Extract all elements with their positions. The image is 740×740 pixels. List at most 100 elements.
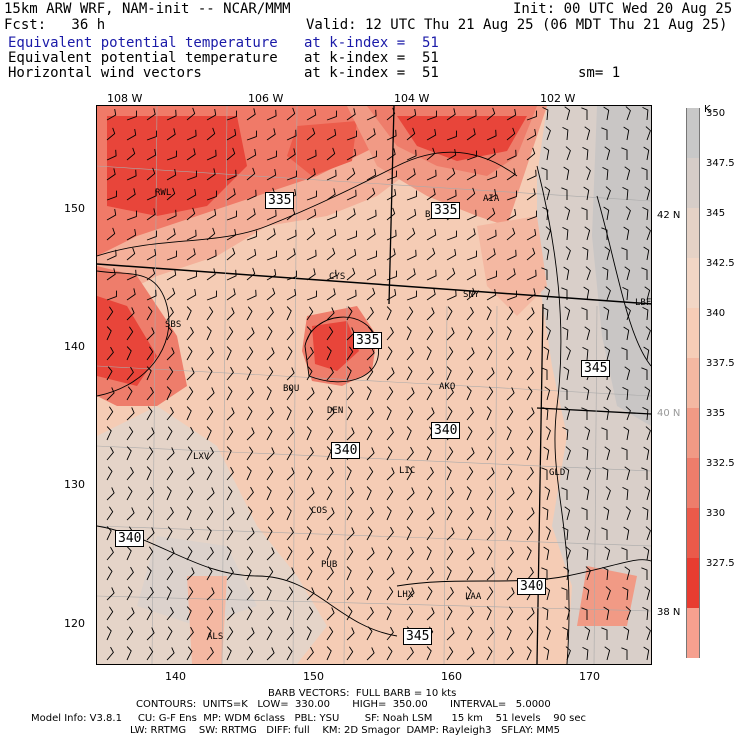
- y-tick-120: 120: [64, 617, 85, 630]
- x-tick-170: 170: [579, 670, 600, 683]
- wind-barb: [126, 446, 132, 461]
- wind-barb: [106, 149, 117, 161]
- wind-barb: [446, 586, 454, 601]
- wind-barb: [506, 249, 517, 261]
- wind-barb: [126, 426, 134, 441]
- wind-barb: [486, 406, 492, 421]
- wind-barb: [306, 546, 314, 561]
- wind-barb: [386, 148, 396, 161]
- wind-barb: [146, 506, 153, 521]
- wind-barb: [426, 386, 433, 401]
- wind-barb: [466, 209, 477, 221]
- colorbar-band: [686, 258, 700, 308]
- wind-barb: [106, 346, 114, 361]
- wind-barb: [624, 266, 631, 281]
- wind-barb: [286, 606, 292, 621]
- wind-barb: [106, 506, 114, 521]
- wind-barb: [426, 546, 432, 561]
- wind-barb: [106, 249, 117, 261]
- wind-barb: [406, 326, 412, 341]
- wind-barb: [226, 169, 237, 181]
- wind-barb: [526, 646, 532, 661]
- wind-barb: [346, 486, 354, 501]
- wind-barb: [621, 447, 628, 460]
- wind-barb: [286, 506, 292, 521]
- wind-barb: [306, 306, 314, 321]
- wind-barb: [266, 547, 275, 561]
- wind-barb: [306, 446, 314, 461]
- wind-barb: [166, 586, 172, 601]
- wind-barb: [186, 306, 192, 321]
- wind-barb: [623, 326, 630, 341]
- wind-barb: [542, 506, 549, 521]
- contour-lines: [97, 151, 651, 664]
- wind-barb: [226, 346, 232, 361]
- wind-barb: [563, 266, 570, 281]
- wind-barb: [625, 406, 631, 421]
- wind-barb: [266, 287, 276, 301]
- contour-label-345-a: 345: [581, 360, 611, 377]
- wind-barb: [605, 386, 611, 401]
- wind-barb: [306, 227, 316, 241]
- wind-barb: [506, 466, 513, 481]
- wind-barb: [126, 269, 137, 281]
- wind-barb: [366, 269, 377, 281]
- colorbar-label: 330: [706, 508, 726, 519]
- wind-barb: [645, 526, 651, 541]
- wind-barb: [582, 146, 589, 161]
- wind-barb: [506, 127, 516, 141]
- wind-barb: [166, 366, 174, 381]
- wind-barb: [406, 446, 414, 461]
- wind-barb: [584, 226, 591, 241]
- wind-barb: [326, 288, 336, 301]
- wind-barb: [186, 467, 195, 481]
- wind-barb: [506, 626, 512, 641]
- wind-barb: [246, 208, 256, 221]
- wind-barb: [246, 189, 257, 201]
- wind-barb: [246, 130, 257, 141]
- wind-barb: [126, 247, 136, 261]
- wind-barb: [486, 626, 494, 641]
- wind-barb: [166, 326, 173, 341]
- wind-barb: [526, 426, 534, 441]
- wind-barb: [506, 209, 517, 221]
- wind-barb: [581, 207, 588, 220]
- wind-barb: [506, 506, 514, 521]
- wind-barb: [306, 606, 314, 621]
- wind-barb: [406, 466, 413, 481]
- wind-barb: [186, 486, 194, 501]
- wind-barb: [126, 466, 134, 481]
- colorbar-band: [686, 608, 700, 658]
- wind-barb: [386, 107, 396, 121]
- wind-barb: [106, 306, 114, 321]
- wind-barb: [446, 189, 457, 201]
- wind-barb: [623, 426, 630, 441]
- wind-barb: [406, 387, 415, 401]
- wind-barb: [306, 587, 315, 601]
- wind-barb: [604, 646, 611, 661]
- wind-barb: [146, 366, 152, 381]
- wind-barb: [146, 486, 154, 501]
- wind-barb: [326, 566, 334, 581]
- wind-barb: [346, 466, 352, 481]
- contour-label-340-a: 340: [431, 422, 461, 439]
- wind-barb: [186, 270, 197, 281]
- wind-barb: [426, 466, 434, 481]
- wind-barb: [266, 647, 275, 661]
- wind-barb: [306, 366, 313, 381]
- wind-barb: [526, 129, 537, 141]
- wind-barb: [446, 267, 456, 281]
- wind-barb: [406, 546, 414, 561]
- state-border-wy-ne: [388, 106, 395, 305]
- wind-barb: [186, 506, 192, 521]
- wind-barb: [643, 446, 650, 461]
- colorbar-label: 342.5: [706, 258, 735, 269]
- wind-barb: [186, 189, 197, 201]
- wind-barb: [126, 546, 132, 561]
- wind-barb: [186, 446, 193, 461]
- wind-barb: [186, 129, 197, 141]
- wind-barb: [446, 149, 457, 161]
- wind-barb: [106, 127, 116, 141]
- wind-barb: [426, 407, 435, 421]
- wind-barb: [226, 269, 237, 281]
